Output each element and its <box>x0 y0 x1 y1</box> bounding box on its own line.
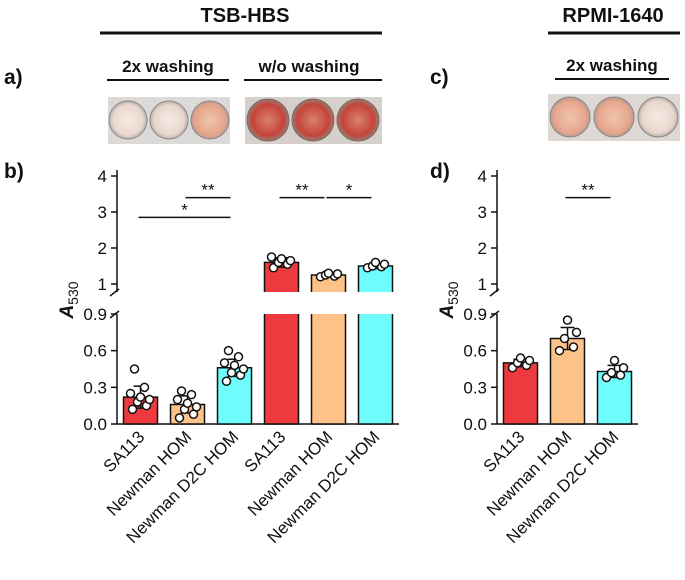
y-label-sub: 530 <box>445 281 461 305</box>
y-tick-label: 3 <box>98 203 107 222</box>
data-point <box>559 333 570 344</box>
panel-label: a) <box>4 66 23 89</box>
data-point <box>172 394 183 405</box>
data-point <box>191 402 202 412</box>
data-point <box>606 367 617 378</box>
well-photo <box>108 94 680 144</box>
y-tick-label: 1 <box>98 275 107 294</box>
data-point <box>238 364 249 374</box>
data-point <box>266 252 277 262</box>
y-tick-label: 4 <box>98 167 107 186</box>
significance-label: * <box>181 200 188 219</box>
bar <box>263 261 300 425</box>
bar <box>596 370 633 425</box>
y-tick-label: 0.9 <box>83 305 107 324</box>
data-point <box>174 413 185 423</box>
panel-label: d) <box>430 160 450 183</box>
data-point <box>233 352 244 362</box>
data-point <box>609 355 620 366</box>
y-label-main: A <box>57 305 78 320</box>
group-title: RPMI-1640 <box>562 5 663 27</box>
bar <box>549 337 586 425</box>
y-axis-label: A530 <box>437 281 461 319</box>
data-point <box>176 386 187 396</box>
y-label-sub: 530 <box>65 281 81 305</box>
bar <box>310 274 347 425</box>
data-point <box>139 382 150 393</box>
significance-label: * <box>346 181 353 200</box>
subgroup-title: 2x washing <box>122 57 214 76</box>
panel-label: c) <box>430 66 449 89</box>
y-tick-label: 0.6 <box>463 342 487 361</box>
data-point <box>370 257 381 268</box>
subgroup-title: w/o washing <box>257 57 359 76</box>
y-tick-label: 4 <box>478 167 487 186</box>
data-point <box>129 364 140 374</box>
significance-label: ** <box>201 181 215 200</box>
y-axis-label: A530 <box>57 281 81 319</box>
data-point <box>144 394 155 405</box>
bar <box>502 362 539 425</box>
y-tick-label: 0.6 <box>83 342 107 361</box>
data-point <box>223 345 234 356</box>
data-point <box>379 259 390 269</box>
y-tick-label: 1 <box>478 275 487 294</box>
y-label-main: A <box>437 305 458 320</box>
data-point <box>221 376 232 386</box>
data-point <box>229 360 240 371</box>
y-tick-label: 2 <box>478 239 487 258</box>
y-tick-label: 3 <box>478 203 487 222</box>
significance-label: ** <box>295 181 309 200</box>
panel-label: b) <box>4 160 24 183</box>
data-point <box>568 342 579 352</box>
data-point <box>219 358 230 368</box>
bar <box>357 265 394 425</box>
significance-label: ** <box>581 181 595 200</box>
y-tick-label: 0.0 <box>463 415 487 434</box>
y-tick-label: 2 <box>98 239 107 258</box>
subgroup-title: 2x washing <box>566 56 658 75</box>
data-point <box>618 363 629 373</box>
data-point <box>125 388 136 399</box>
group-title: TSB-HBS <box>201 5 290 27</box>
data-point <box>323 268 334 278</box>
data-point <box>571 327 582 338</box>
data-point <box>276 254 287 264</box>
data-point <box>127 404 138 415</box>
data-point <box>524 355 535 366</box>
data-point <box>285 255 296 266</box>
y-tick-label: 0.3 <box>463 378 487 397</box>
data-point <box>554 345 565 356</box>
data-point <box>186 389 197 400</box>
data-point <box>515 353 526 363</box>
y-tick-label: 0.0 <box>83 415 107 434</box>
data-point <box>182 398 193 408</box>
y-tick-label: 0.9 <box>463 305 487 324</box>
data-point <box>332 269 343 279</box>
data-point <box>562 315 573 325</box>
data-point <box>135 392 146 402</box>
y-tick-label: 0.3 <box>83 378 107 397</box>
